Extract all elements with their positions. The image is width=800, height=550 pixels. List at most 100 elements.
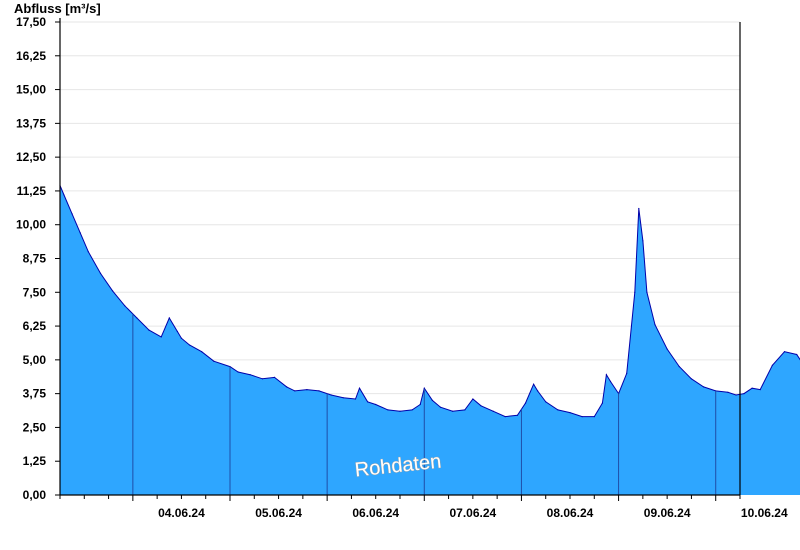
data-point (306, 389, 308, 391)
data-point (690, 378, 693, 380)
data-point (492, 410, 494, 412)
data-point (201, 351, 203, 353)
y-tick-label: 6,25 (23, 319, 47, 333)
y-tick-label: 0,00 (23, 488, 47, 502)
data-point (593, 416, 595, 418)
data-point (605, 374, 608, 376)
data-point (399, 410, 401, 412)
y-tick-label: 7,50 (23, 285, 47, 299)
data-point (354, 398, 357, 400)
data-point (642, 240, 644, 242)
data-point (646, 291, 648, 293)
data-point (136, 317, 138, 319)
data-point (273, 376, 276, 378)
data-point (261, 378, 263, 380)
y-tick-label: 12,50 (16, 150, 46, 164)
data-point (678, 366, 680, 368)
data-point (634, 291, 636, 293)
data-point (601, 402, 604, 404)
data-point (654, 324, 656, 326)
y-tick-label: 17,50 (16, 15, 46, 29)
y-tick-label: 8,75 (23, 252, 47, 266)
y-tick-label: 11,25 (17, 184, 47, 198)
y-tick-label: 13,75 (16, 116, 46, 130)
data-point (735, 394, 737, 396)
data-point (569, 412, 571, 414)
y-tick-label: 16,25 (16, 49, 46, 63)
data-point (703, 386, 705, 388)
data-point (771, 364, 774, 366)
y-axis-label: Abfluss [m³/s] (14, 1, 101, 16)
data-point (367, 401, 369, 403)
data-point (727, 391, 729, 393)
data-point (751, 387, 753, 389)
grid-lines (60, 21, 740, 462)
x-tick-label: 10.06.24 (741, 506, 788, 520)
data-point (87, 251, 89, 253)
data-point (330, 394, 332, 396)
data-point (176, 330, 178, 333)
data-point (168, 317, 170, 319)
data-point (533, 383, 535, 385)
x-tick-label: 07.06.24 (449, 506, 496, 520)
data-point (342, 397, 344, 399)
data-point (480, 405, 482, 407)
x-tick-label: 04.06.24 (158, 506, 205, 520)
data-point (419, 403, 421, 406)
data-point (759, 389, 761, 391)
x-tick-label: 05.06.24 (255, 506, 302, 520)
data-point (581, 416, 583, 418)
data-point (743, 393, 745, 395)
data-point (472, 398, 474, 400)
data-point (124, 305, 126, 307)
data-point (180, 337, 182, 339)
data-point (638, 207, 640, 210)
data-point (464, 409, 466, 411)
y-tick-label: 3,75 (23, 387, 47, 401)
x-tick-labels: 04.06.24 05.06.24 06.06.24 07.06.24 08.06.24… (59, 495, 788, 520)
data-point (524, 402, 527, 404)
data-point (666, 348, 668, 350)
data-point (411, 409, 413, 411)
data-point (99, 272, 102, 274)
data-point (537, 390, 539, 392)
y-tick-label: 5,00 (23, 353, 47, 367)
y-tick-labels: 0,00 1,25 2,50 3,75 5,00 6,25 7,50 8,75 10,00 11,… (16, 15, 60, 502)
data-point (63, 194, 65, 196)
x-tick-label: 06.06.24 (352, 506, 399, 520)
data-point (783, 351, 786, 353)
data-point (439, 406, 442, 408)
data-point (431, 399, 433, 401)
series-line (59, 185, 800, 418)
data-point (387, 409, 389, 411)
y-tick-label: 1,25 (23, 454, 47, 468)
data-point (375, 403, 377, 406)
series-area-fill (60, 185, 800, 495)
data-point (626, 372, 628, 374)
data-point (516, 414, 519, 416)
data-point (318, 390, 320, 392)
y-tick-label: 15,00 (16, 83, 46, 97)
data-point (213, 360, 215, 362)
data-point (160, 336, 162, 338)
y-tick-label: 10,00 (16, 218, 46, 232)
data-point (112, 290, 114, 292)
data-point (188, 344, 191, 346)
data-point (294, 390, 296, 392)
data-point (557, 409, 559, 411)
data-point (237, 371, 239, 373)
data-point (79, 232, 81, 234)
series-area (59, 184, 800, 495)
data-point (545, 401, 547, 403)
data-point (71, 213, 73, 215)
data-point (504, 416, 506, 418)
data-point (358, 387, 361, 389)
data-point (148, 329, 150, 331)
y-tick-label: 2,50 (23, 420, 47, 434)
data-point (609, 380, 612, 383)
x-tick-label: 09.06.24 (644, 506, 691, 520)
data-point (796, 353, 798, 356)
x-tick-label: 08.06.24 (547, 506, 594, 520)
data-point (249, 374, 251, 376)
